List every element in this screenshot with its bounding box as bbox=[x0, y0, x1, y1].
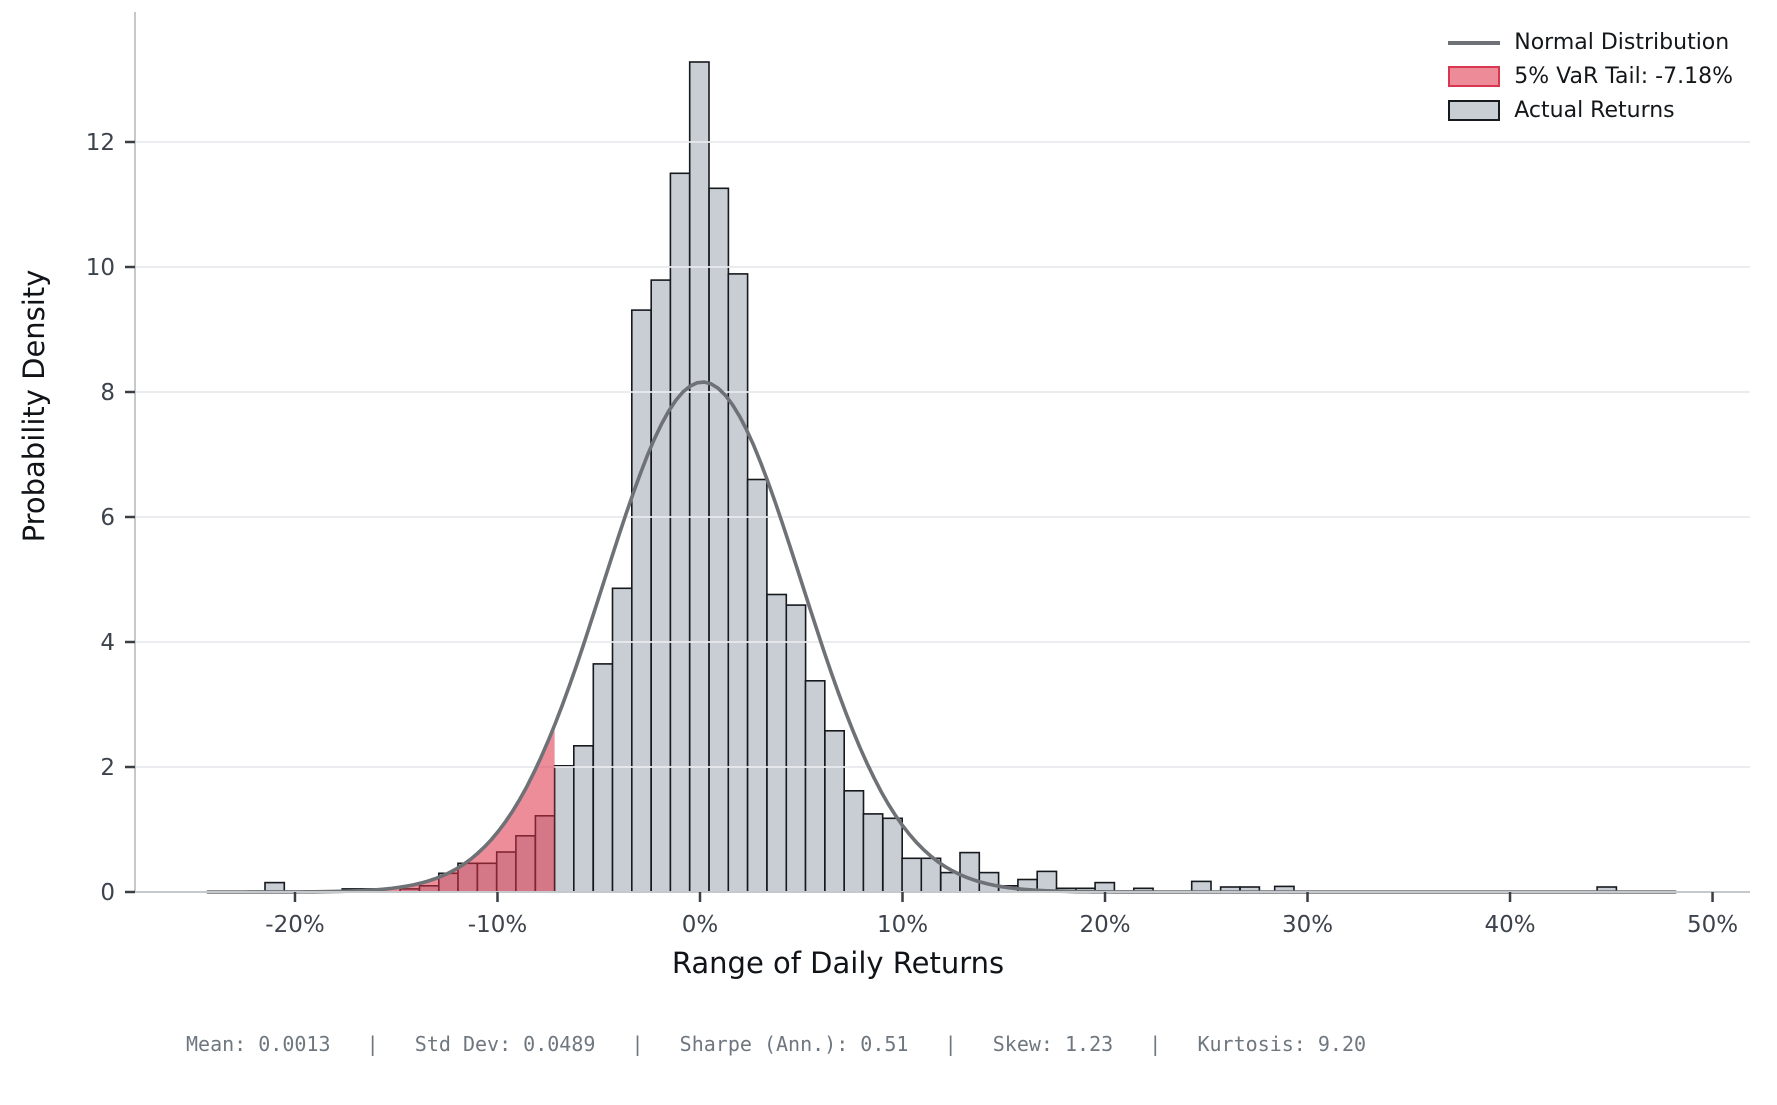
y-tick-label: 6 bbox=[100, 505, 115, 531]
histogram-bar bbox=[592, 663, 614, 893]
y-tick-label: 8 bbox=[100, 380, 115, 406]
y-tick-label: 10 bbox=[86, 255, 115, 281]
histogram-bar bbox=[882, 817, 904, 893]
x-tick-label: 50% bbox=[1687, 912, 1738, 938]
histogram-bar bbox=[939, 871, 961, 893]
histogram-bar bbox=[824, 729, 846, 893]
var-tail-fill bbox=[207, 725, 555, 892]
histogram-bar bbox=[843, 789, 865, 893]
y-axis-label: Probability Density bbox=[17, 269, 51, 543]
histogram-bar bbox=[959, 851, 981, 893]
overlays bbox=[206, 380, 1677, 894]
histogram-bar bbox=[611, 587, 633, 893]
x-tick-label: 30% bbox=[1282, 912, 1333, 938]
histogram-bar bbox=[804, 679, 826, 893]
legend-item-actual-returns: Actual Returns bbox=[1448, 98, 1733, 123]
y-tick-label: 0 bbox=[100, 880, 115, 906]
histogram-bar bbox=[727, 273, 749, 893]
y-tick-label: 2 bbox=[100, 755, 115, 781]
normal-distribution-line-swatch bbox=[1448, 40, 1501, 45]
histogram-bar bbox=[553, 764, 575, 893]
legend-item-normal-distribution: Normal Distribution bbox=[1448, 30, 1733, 55]
histogram-bar bbox=[630, 309, 652, 893]
legend-label-var-tail: 5% VaR Tail: -7.18% bbox=[1514, 64, 1733, 89]
legend-label-actual-returns: Actual Returns bbox=[1514, 98, 1675, 123]
normal-distribution-curve bbox=[206, 380, 1677, 894]
histogram-bar bbox=[901, 857, 923, 893]
x-axis-label: Range of Daily Returns bbox=[671, 946, 1005, 980]
x-tick-label: -20% bbox=[265, 912, 324, 938]
legend-label-normal-distribution: Normal Distribution bbox=[1514, 30, 1730, 55]
stats-line: Mean: 0.0013 | Std Dev: 0.0489 | Sharpe … bbox=[186, 1032, 1367, 1056]
histogram-bar bbox=[862, 813, 884, 893]
legend-item-var-tail: 5% VaR Tail: -7.18% bbox=[1448, 64, 1733, 89]
actual-returns-swatch bbox=[1448, 100, 1501, 121]
x-tick-label: -10% bbox=[468, 912, 527, 938]
y-tick-label: 12 bbox=[86, 130, 115, 156]
y-tick-label: 4 bbox=[100, 630, 115, 656]
histogram-bar bbox=[746, 478, 768, 893]
axes: -20% -10% 0% 10% 20% 30% 40% 50% 0 2 4 6 8 10 12 bbox=[86, 12, 1750, 938]
histogram-bar bbox=[785, 604, 807, 893]
legend: Normal Distribution 5% VaR Tail: -7.18% … bbox=[1448, 30, 1733, 123]
grid-lines bbox=[135, 141, 1750, 768]
histogram-bar bbox=[708, 187, 730, 893]
x-tick-label: 40% bbox=[1484, 912, 1535, 938]
histogram-bar bbox=[669, 172, 691, 893]
x-tick-label: 20% bbox=[1079, 912, 1130, 938]
histogram-bar bbox=[650, 279, 672, 893]
histogram-bar bbox=[766, 593, 788, 893]
x-tick-label: 0% bbox=[682, 912, 719, 938]
var-tail-swatch bbox=[1448, 66, 1501, 87]
x-tick-label: 10% bbox=[877, 912, 928, 938]
